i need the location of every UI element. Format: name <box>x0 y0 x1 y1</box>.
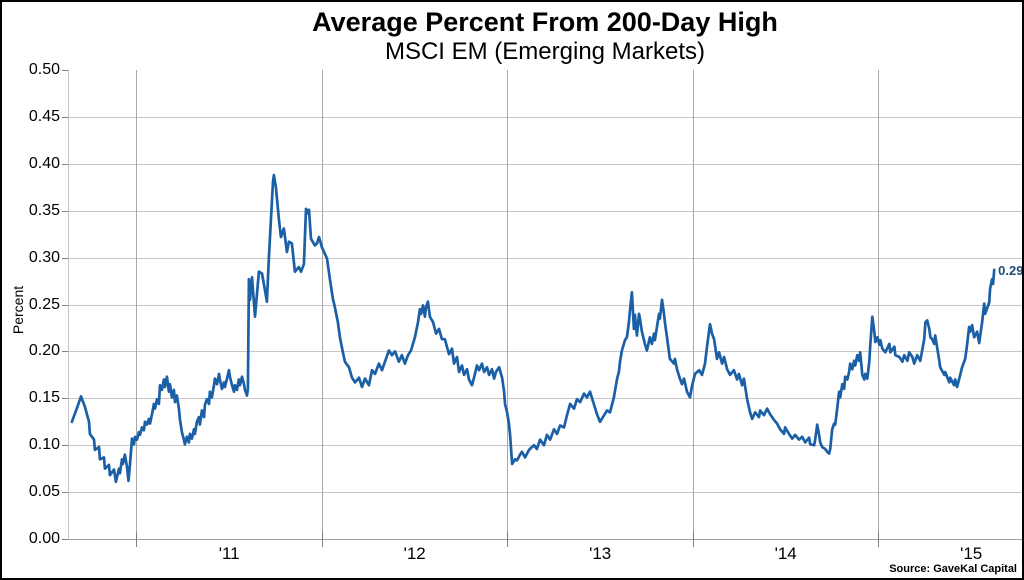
data-line-series <box>70 173 996 484</box>
y-tick-label: 0.20 <box>28 342 60 360</box>
y-tick-label: 0.40 <box>28 154 60 172</box>
x-tick-label: '12 <box>403 544 426 563</box>
chart-subtitle: MSCI EM (Emerging Markets) <box>384 38 706 65</box>
y-tick-label: 0.30 <box>28 248 60 266</box>
x-tick-label: '13 <box>589 544 612 563</box>
y-tick-label: 0.00 <box>28 530 60 547</box>
y-tick-label: 0.10 <box>28 436 60 454</box>
y-tick-label: 0.45 <box>28 107 60 125</box>
y-tick-label: 0.15 <box>28 389 60 407</box>
y-tick-label: 0.25 <box>28 295 60 313</box>
y-tick-label: 0.05 <box>28 483 60 501</box>
chart-title: Average Percent From 200-Day High <box>312 7 778 37</box>
last-value-label: 0.29 <box>998 262 1024 278</box>
x-tick-label: '14 <box>774 544 797 563</box>
x-tick-label: '15 <box>960 544 983 563</box>
y-tick-label: 0.35 <box>28 201 60 219</box>
x-tick-label: '11 <box>218 544 240 563</box>
y-tick-label: 0.50 <box>28 61 60 78</box>
source-credit: Source: GaveKal Capital <box>889 563 1017 575</box>
